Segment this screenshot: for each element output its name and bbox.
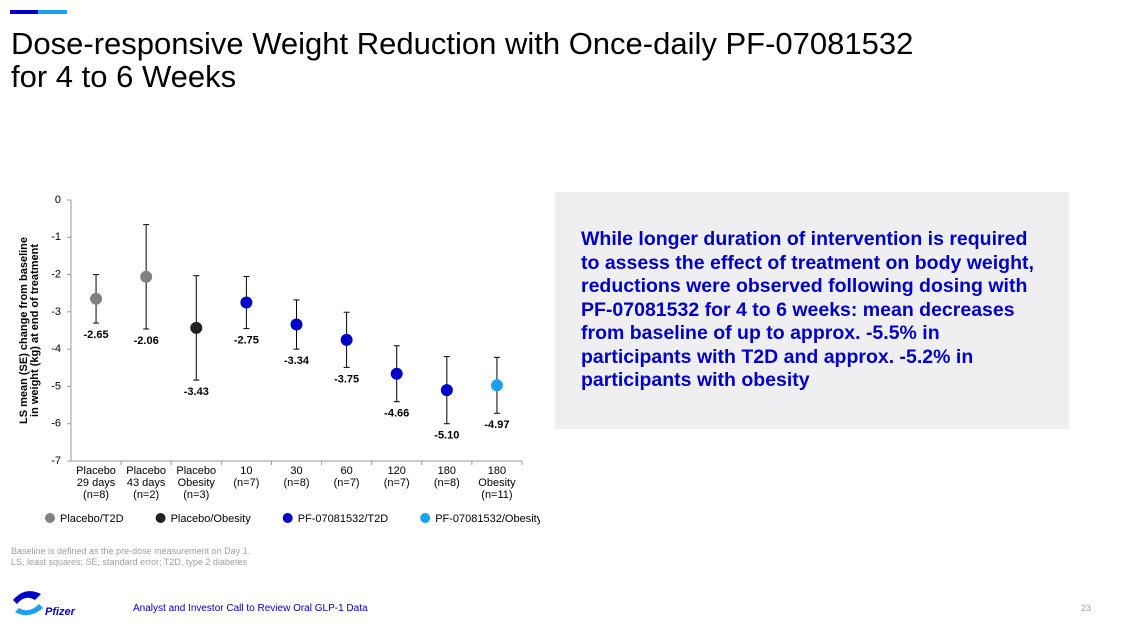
legend-label: PF-07081532/Obesity	[435, 513, 540, 525]
legend-marker	[420, 513, 431, 523]
point	[290, 318, 303, 331]
data-label: -4.66	[384, 408, 409, 420]
point	[240, 296, 253, 309]
accent-bar	[10, 10, 38, 14]
footnote: Baseline is defined as the pre-dose meas…	[11, 546, 251, 556]
legend-label: PF-07081532/T2D	[298, 513, 389, 525]
logo: Pfizer	[13, 591, 76, 618]
y-tick-label: -5	[51, 380, 61, 392]
y-axis-label: in weight (kg) at end of treatment	[29, 244, 41, 417]
data-label: -3.75	[334, 373, 359, 385]
point	[90, 292, 103, 305]
x-tick-label: Placebo 43 days (n=2)	[126, 465, 166, 501]
y-tick-label: 0	[55, 194, 61, 206]
chart: LS mean (SE) change from baseline in weig…	[18, 194, 540, 525]
point	[340, 333, 353, 346]
point	[140, 270, 153, 283]
legend-label: Placebo/T2D	[60, 513, 124, 525]
title-line: for 4 to 6 Weeks	[11, 59, 237, 94]
point	[440, 384, 453, 397]
data-label: -2.65	[84, 329, 109, 341]
x-tick-label: 10 (n=7)	[233, 465, 259, 489]
footnote: LS, least squares; SE, standard error; T…	[11, 557, 247, 567]
y-tick-label: -2	[51, 268, 61, 280]
y-tick-label: -3	[51, 306, 61, 318]
legend-label: Placebo/Obesity	[171, 513, 252, 525]
point	[490, 379, 503, 392]
legend-marker	[282, 513, 293, 523]
x-tick-label: Placebo Obesity (n=3)	[176, 465, 216, 501]
y-tick-label: -7	[51, 455, 61, 467]
data-label: -3.34	[284, 355, 310, 367]
data-label: -4.97	[484, 419, 509, 431]
footnotes: Baseline is defined as the pre-dose meas…	[11, 546, 250, 568]
page-number: 23	[1081, 603, 1092, 613]
x-tick-label: 120 (n=7)	[384, 465, 410, 489]
footer: Analyst and Investor Call to Review Oral…	[133, 603, 368, 614]
callout-box: While longer duration of intervention is…	[555, 192, 1069, 429]
x-tick-label: 30 (n=8)	[284, 465, 310, 489]
x-tick-label: 180 Obesity (n=11)	[478, 465, 516, 501]
y-tick-label: -1	[51, 231, 61, 243]
title-line: Dose-responsive Weight Reduction with On…	[11, 26, 914, 61]
data-label: -2.75	[234, 335, 259, 347]
logo-swoosh	[15, 604, 43, 616]
title: Dose-responsive Weight Reduction with On…	[11, 27, 913, 93]
y-tick-label: -6	[51, 418, 61, 430]
logo-swoosh	[13, 591, 41, 604]
x-tick-label: 180 (n=8)	[434, 465, 460, 489]
logo-text: Pfizer	[45, 606, 76, 618]
legend-marker	[45, 513, 55, 523]
accent-bar	[38, 10, 67, 14]
point	[190, 321, 203, 334]
x-tick-label: Placebo 29 days (n=8)	[76, 465, 116, 501]
y-tick-label: -4	[51, 343, 61, 355]
legend-marker	[155, 513, 166, 523]
point	[390, 367, 403, 380]
x-tick-label: 60 (n=7)	[334, 465, 360, 489]
callout-text: While longer duration of intervention is…	[581, 228, 1034, 391]
data-label: -2.06	[134, 335, 159, 347]
data-label: -5.10	[434, 430, 459, 442]
data-label: -3.43	[184, 386, 209, 398]
y-axis-label: LS mean (SE) change from baseline	[18, 237, 30, 424]
